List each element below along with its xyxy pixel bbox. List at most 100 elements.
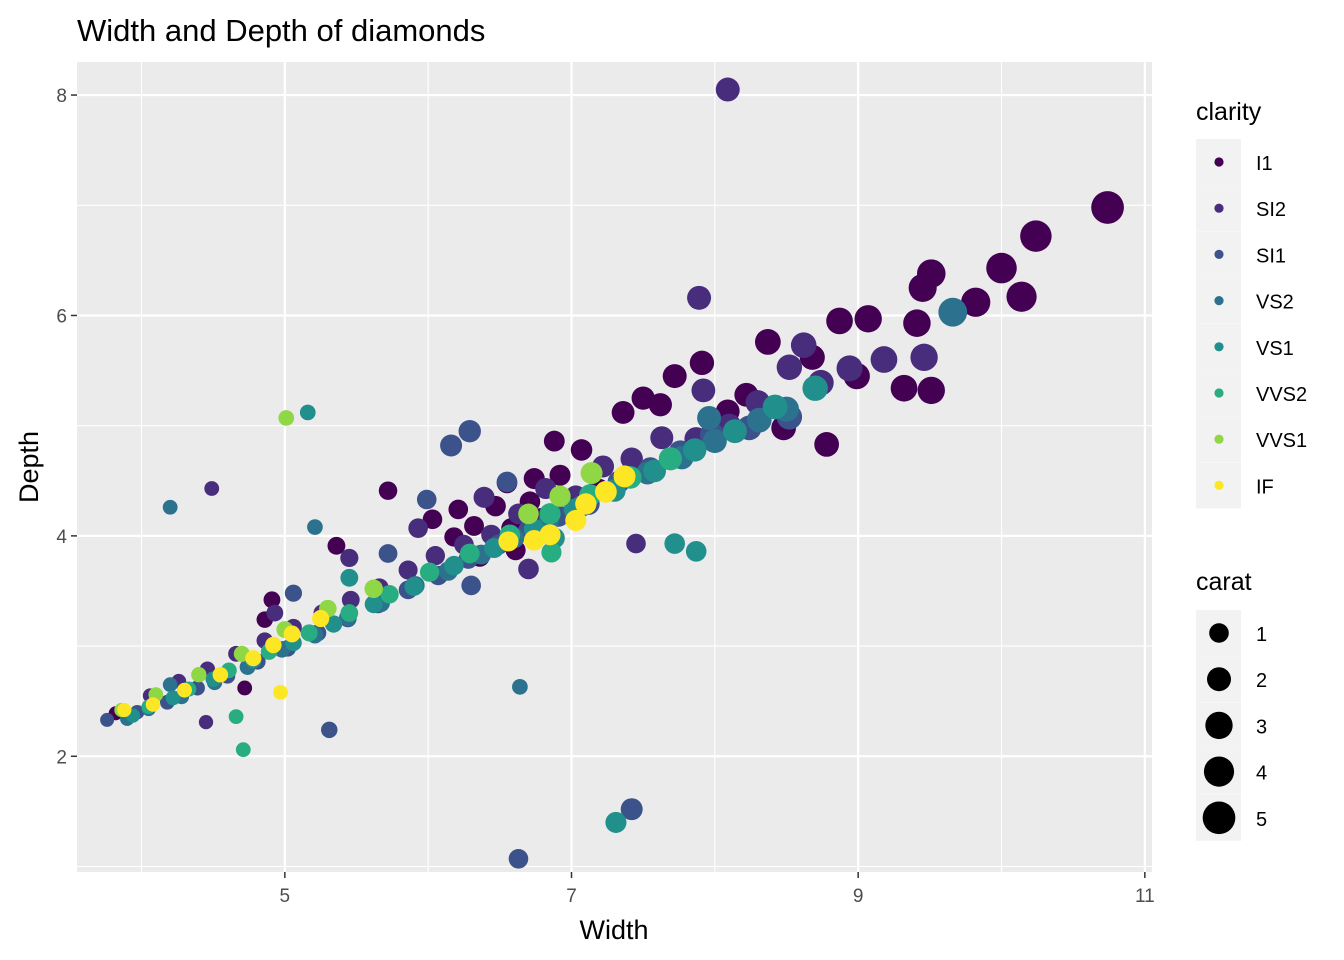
data-point xyxy=(549,485,571,507)
carat-legend-label: 5 xyxy=(1256,809,1267,831)
data-point xyxy=(541,542,562,563)
data-point xyxy=(626,533,646,554)
data-point xyxy=(498,531,519,552)
data-point xyxy=(986,252,1017,284)
data-point xyxy=(265,636,282,654)
data-point xyxy=(689,350,715,376)
data-point xyxy=(378,544,398,563)
grid-lines xyxy=(77,62,1152,872)
clarity-legend-swatch xyxy=(1214,157,1224,167)
data-point xyxy=(1091,191,1124,224)
data-point xyxy=(549,464,571,486)
data-point xyxy=(444,555,464,576)
data-point xyxy=(191,667,207,683)
carat-legend-label: 2 xyxy=(1256,670,1267,692)
data-point xyxy=(117,702,132,718)
data-point xyxy=(790,332,817,359)
data-point xyxy=(917,376,945,405)
data-point xyxy=(543,430,565,452)
data-point xyxy=(237,680,253,696)
series-i1 xyxy=(108,191,1124,721)
clarity-legend-label: VS2 xyxy=(1256,292,1294,314)
clarity-legend-swatch xyxy=(1214,296,1224,306)
data-point xyxy=(448,499,469,520)
data-point xyxy=(440,434,463,457)
data-point xyxy=(687,285,712,310)
data-point xyxy=(580,462,603,485)
y-tick-label: 8 xyxy=(56,86,67,107)
data-point xyxy=(496,471,518,493)
clarity-legend-label: I1 xyxy=(1256,153,1273,175)
clarity-legend-label: SI2 xyxy=(1256,199,1286,221)
clarity-legend-swatch xyxy=(1214,342,1224,352)
data-point xyxy=(518,503,539,525)
data-point xyxy=(177,682,192,698)
data-point xyxy=(263,591,281,609)
clarity-legend-swatch xyxy=(1214,480,1224,490)
data-point xyxy=(1006,281,1037,312)
data-point xyxy=(327,536,346,555)
data-point xyxy=(324,615,343,633)
series-si2 xyxy=(142,77,938,730)
data-point xyxy=(165,690,181,706)
data-point xyxy=(570,439,593,461)
data-point xyxy=(458,419,481,443)
data-point xyxy=(464,516,484,536)
clarity-legend-swatch xyxy=(1214,434,1224,444)
data-point xyxy=(565,509,587,531)
data-point xyxy=(697,405,722,430)
axis-ticks: 5 7 9 11 2 4 6 8 xyxy=(56,86,1154,907)
data-point xyxy=(425,546,445,566)
data-point xyxy=(278,410,295,426)
carat-legend-label: 4 xyxy=(1256,763,1267,785)
data-point xyxy=(321,721,338,739)
data-point xyxy=(378,481,398,500)
data-point xyxy=(364,579,383,599)
plot-panel xyxy=(77,62,1152,872)
clarity-legend-title: clarity xyxy=(1196,98,1262,126)
data-point xyxy=(312,609,330,628)
data-point xyxy=(620,798,643,821)
data-point xyxy=(826,307,853,335)
data-point xyxy=(299,404,316,421)
clarity-legend-label: IF xyxy=(1256,476,1274,498)
data-point xyxy=(419,562,440,582)
data-point xyxy=(204,481,220,496)
data-point xyxy=(762,394,788,420)
clarity-legend-label: VS1 xyxy=(1256,338,1294,360)
y-tick-label: 4 xyxy=(56,527,67,548)
data-point xyxy=(575,493,597,515)
data-point xyxy=(145,697,161,712)
data-point xyxy=(307,519,323,535)
data-point xyxy=(212,666,229,683)
data-point xyxy=(422,509,443,530)
data-point xyxy=(854,305,882,333)
data-point xyxy=(662,364,687,389)
data-point xyxy=(459,543,480,564)
data-point xyxy=(284,584,303,602)
data-point xyxy=(613,465,636,488)
data-point xyxy=(1020,220,1052,252)
carat-legend-swatch xyxy=(1207,667,1231,692)
data-point xyxy=(245,650,262,667)
data-point xyxy=(961,287,991,317)
data-point xyxy=(702,429,727,454)
data-point xyxy=(508,848,529,869)
data-point xyxy=(162,677,178,693)
y-tick-label: 2 xyxy=(56,747,67,768)
x-tick-label: 11 xyxy=(1135,886,1155,907)
chart-title: Width and Depth of diamonds xyxy=(77,13,485,48)
data-point xyxy=(908,273,937,302)
data-point xyxy=(539,524,561,546)
data-point xyxy=(776,354,803,380)
carat-legend-swatch xyxy=(1205,711,1233,740)
data-point xyxy=(903,309,931,337)
data-point xyxy=(836,355,863,382)
data-point xyxy=(611,401,635,424)
y-tick-label: 6 xyxy=(56,306,67,327)
data-point xyxy=(870,346,898,373)
data-point xyxy=(300,624,318,642)
data-point xyxy=(802,375,828,401)
clarity-legend-swatch xyxy=(1214,203,1224,213)
data-point xyxy=(938,297,968,327)
